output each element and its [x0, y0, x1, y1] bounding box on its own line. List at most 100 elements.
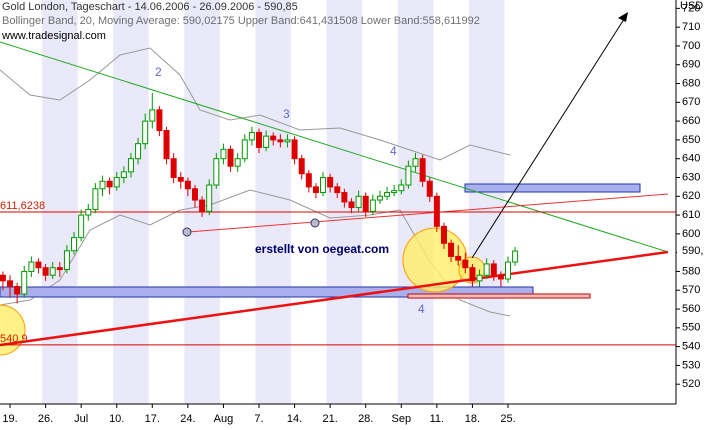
candle-body — [334, 186, 341, 194]
y-tick-label: 550 — [682, 322, 700, 334]
candle-body — [156, 109, 163, 132]
candle-body — [412, 158, 419, 167]
candle-body — [320, 176, 327, 194]
y-tick-label: 710 — [682, 21, 700, 33]
watermark: www.tradesignal.com — [1, 30, 106, 42]
wave-label: 3 — [283, 107, 290, 121]
candle-body — [327, 176, 334, 188]
candle-body — [142, 120, 149, 145]
candle-body — [469, 267, 476, 282]
y-tick-label: 650 — [682, 134, 700, 146]
candle-body — [384, 192, 391, 197]
y-tick-label: 530 — [682, 359, 700, 371]
chart-title: Gold London, Tageschart - 14.06.2006 - 2… — [2, 1, 298, 13]
support-zone — [0, 286, 534, 298]
x-tick-label: 14. — [287, 413, 302, 425]
level-label: 611,6238 — [0, 200, 45, 212]
candle-body — [28, 261, 35, 272]
candle-body — [49, 267, 56, 276]
candle-body — [213, 158, 220, 186]
candle-body — [113, 176, 120, 188]
candle-body — [476, 274, 483, 282]
candle-body — [376, 195, 383, 201]
axis-panel — [676, 0, 706, 430]
candle-body — [398, 184, 405, 192]
x-tick-label: 11. — [430, 413, 444, 425]
y-tick-label: 660 — [682, 115, 700, 127]
candle-body — [149, 109, 156, 122]
week-stripe — [397, 0, 434, 404]
annotation: erstellt von oegeat.com — [255, 242, 389, 256]
trend-line — [0, 250, 669, 347]
candle-body — [512, 250, 519, 263]
candle-body — [177, 176, 184, 182]
candle-body — [85, 208, 92, 216]
week-stripe — [255, 0, 292, 404]
candle-body — [35, 261, 42, 269]
week-stripe — [468, 0, 505, 404]
wave-label: 2 — [155, 65, 162, 79]
target-zone — [407, 293, 591, 299]
wave-label: 4 — [418, 302, 425, 316]
candle-body — [362, 195, 369, 212]
candle-body — [78, 214, 85, 239]
candle-body — [263, 135, 270, 148]
candle-body — [184, 180, 191, 190]
candle-body — [277, 139, 284, 143]
candle-body — [348, 201, 355, 209]
y-axis-label: USD — [680, 0, 703, 12]
y-tick-label: 520 — [682, 378, 700, 390]
x-tick-label: 24. — [180, 413, 195, 425]
y-tick-label: 700 — [682, 40, 700, 52]
trend-line — [187, 193, 669, 233]
candle-body — [355, 195, 362, 209]
candle-body — [191, 188, 198, 201]
y-tick-label: 620 — [682, 190, 700, 202]
x-tick-label: 21. — [322, 413, 337, 425]
candle-body — [462, 259, 469, 269]
candle-body — [127, 158, 134, 173]
candle-body — [490, 263, 497, 276]
candle-body — [92, 188, 99, 210]
x-tick-label: 28. — [358, 413, 373, 425]
y-tick-label: 640 — [682, 153, 700, 165]
bollinger-upper — [0, 47, 511, 161]
candle-body — [312, 186, 319, 194]
candle-body — [256, 131, 263, 148]
x-tick-label: 7. — [254, 413, 263, 425]
candle-body — [369, 199, 376, 212]
y-tick-label: 720 — [682, 2, 700, 14]
y-tick-label: 690 — [682, 59, 700, 71]
candle-body — [291, 139, 298, 160]
arrow-head — [618, 12, 628, 22]
candle-body — [504, 261, 511, 280]
candle-body — [298, 158, 305, 175]
x-tick-label: Jul — [74, 413, 88, 425]
candle-body — [21, 270, 28, 295]
candle-body — [63, 250, 70, 271]
pivot-marker — [310, 218, 320, 228]
candle-body — [206, 184, 213, 212]
x-tick-label: 17. — [145, 413, 160, 425]
candle-body — [227, 148, 234, 167]
candle-body — [120, 171, 127, 178]
arrow — [471, 15, 627, 259]
candle-body — [270, 135, 277, 141]
x-tick-label: Sep — [391, 413, 411, 425]
candle-body — [199, 199, 206, 212]
candle-body — [7, 280, 14, 287]
week-stripe — [113, 0, 149, 404]
chart-subtitle: Bollinger Band, 20, Moving Average: 590,… — [2, 15, 480, 27]
x-tick-label: Aug — [214, 413, 234, 425]
candle-body — [234, 158, 241, 167]
candle-body — [99, 180, 106, 190]
y-tick-label: 670 — [682, 96, 700, 108]
pivot-marker — [182, 227, 192, 237]
candle-body — [284, 139, 291, 143]
candle-body — [433, 195, 440, 227]
x-tick-label: 25. — [500, 413, 515, 425]
candle-body — [448, 242, 455, 257]
candle-body — [163, 130, 170, 160]
x-tick-label: 26. — [38, 413, 53, 425]
